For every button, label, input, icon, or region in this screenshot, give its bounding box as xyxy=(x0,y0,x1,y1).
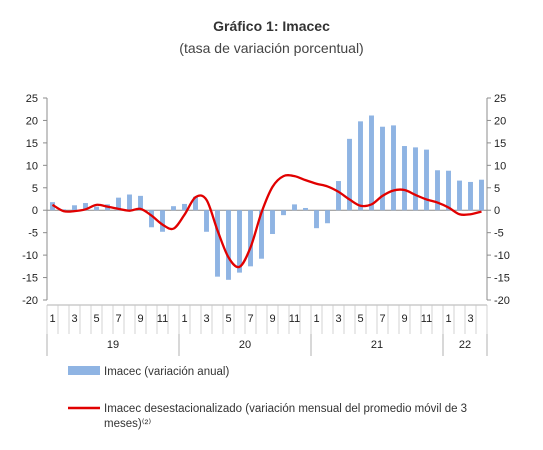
x-tick-label: 1 xyxy=(445,313,451,325)
legend-label-line-2: meses)⁽²⁾ xyxy=(104,417,151,430)
bar xyxy=(83,203,88,211)
bar xyxy=(435,170,440,211)
y-tick-label-left: 5 xyxy=(32,183,38,195)
bar xyxy=(413,147,418,211)
x-tick-label: 1 xyxy=(181,313,187,325)
x-tick-label: 3 xyxy=(335,313,341,325)
chart-title: Gráfico 1: Imacec xyxy=(213,18,330,34)
bar xyxy=(325,210,330,224)
bar xyxy=(457,180,462,211)
y-tick-label-right: -10 xyxy=(494,250,510,262)
bar xyxy=(336,181,341,211)
bar xyxy=(424,149,429,211)
x-tick-label: 9 xyxy=(269,313,275,325)
y-tick-label-left: -15 xyxy=(22,273,38,285)
bar xyxy=(259,210,264,259)
y-tick-label-right: 5 xyxy=(494,183,500,195)
bar xyxy=(72,205,77,211)
bar xyxy=(116,197,121,211)
bar xyxy=(468,181,473,211)
x-tick-label: 5 xyxy=(225,313,231,325)
x-tick-label: 5 xyxy=(357,313,363,325)
y-tick-label-right: 15 xyxy=(494,138,506,150)
bar xyxy=(270,210,275,235)
x-tick-label: 3 xyxy=(71,313,77,325)
y-tick-label-left: -20 xyxy=(22,295,38,307)
bar xyxy=(358,121,363,211)
bar xyxy=(138,195,143,211)
x-tick-label: 9 xyxy=(137,313,143,325)
bar xyxy=(303,207,308,211)
bar xyxy=(237,210,242,273)
bar xyxy=(402,146,407,211)
bar xyxy=(292,204,297,211)
legend-label-line-1: Imacec desestacionalizado (variación men… xyxy=(104,403,467,415)
bar xyxy=(204,210,209,232)
bar xyxy=(314,210,319,229)
bar xyxy=(171,206,176,211)
bar xyxy=(127,194,132,211)
year-label: 21 xyxy=(371,339,383,351)
y-tick-label-right: -20 xyxy=(494,295,510,307)
x-tick-label: 7 xyxy=(247,313,253,325)
bar xyxy=(369,115,374,211)
x-tick-label: 7 xyxy=(379,313,385,325)
x-tick-label: 7 xyxy=(115,313,121,325)
x-tick-label: 1 xyxy=(313,313,319,325)
year-label: 19 xyxy=(107,339,119,351)
y-tick-label-left: 25 xyxy=(26,93,38,105)
y-tick-label-left: -10 xyxy=(22,250,38,262)
x-tick-label: 9 xyxy=(401,313,407,325)
bar xyxy=(391,125,396,211)
x-tick-label: 11 xyxy=(421,313,432,325)
bar xyxy=(182,203,187,211)
y-tick-label-right: 25 xyxy=(494,93,506,105)
bar xyxy=(380,126,385,211)
chart-subtitle: (tasa de variación porcentual) xyxy=(179,40,364,56)
bar xyxy=(160,210,165,232)
y-tick-label-left: 20 xyxy=(26,115,38,127)
bar xyxy=(446,170,451,211)
y-tick-label-right: 0 xyxy=(494,205,500,217)
y-tick-label-right: 20 xyxy=(494,115,506,127)
year-label: 22 xyxy=(459,339,471,351)
y-tick-label-right: -5 xyxy=(494,228,504,240)
legend-label-bar: Imacec (variación anual) xyxy=(104,366,229,378)
x-tick-label: 3 xyxy=(203,313,209,325)
bar xyxy=(248,210,253,267)
bar xyxy=(281,210,286,216)
bar xyxy=(226,210,231,280)
y-tick-label-left: 15 xyxy=(26,138,38,150)
bar xyxy=(149,210,154,228)
y-tick-label-right: 10 xyxy=(494,160,506,172)
y-tick-label-left: 10 xyxy=(26,160,38,172)
bar xyxy=(61,209,66,211)
bar xyxy=(347,138,352,211)
y-tick-label-right: -15 xyxy=(494,273,510,285)
x-tick-label: 1 xyxy=(49,313,55,325)
y-tick-label-left: -5 xyxy=(28,228,38,240)
year-label: 20 xyxy=(239,339,251,351)
bar xyxy=(215,210,220,277)
bar xyxy=(479,179,484,211)
x-tick-label: 11 xyxy=(289,313,300,325)
x-tick-label: 5 xyxy=(93,313,99,325)
x-tick-label: 3 xyxy=(467,313,473,325)
series-line xyxy=(51,173,482,269)
x-tick-label: 11 xyxy=(157,313,168,325)
bar xyxy=(193,196,198,211)
bar xyxy=(94,206,99,211)
y-tick-label-left: 0 xyxy=(32,205,38,217)
legend-swatch-bar xyxy=(68,366,100,375)
